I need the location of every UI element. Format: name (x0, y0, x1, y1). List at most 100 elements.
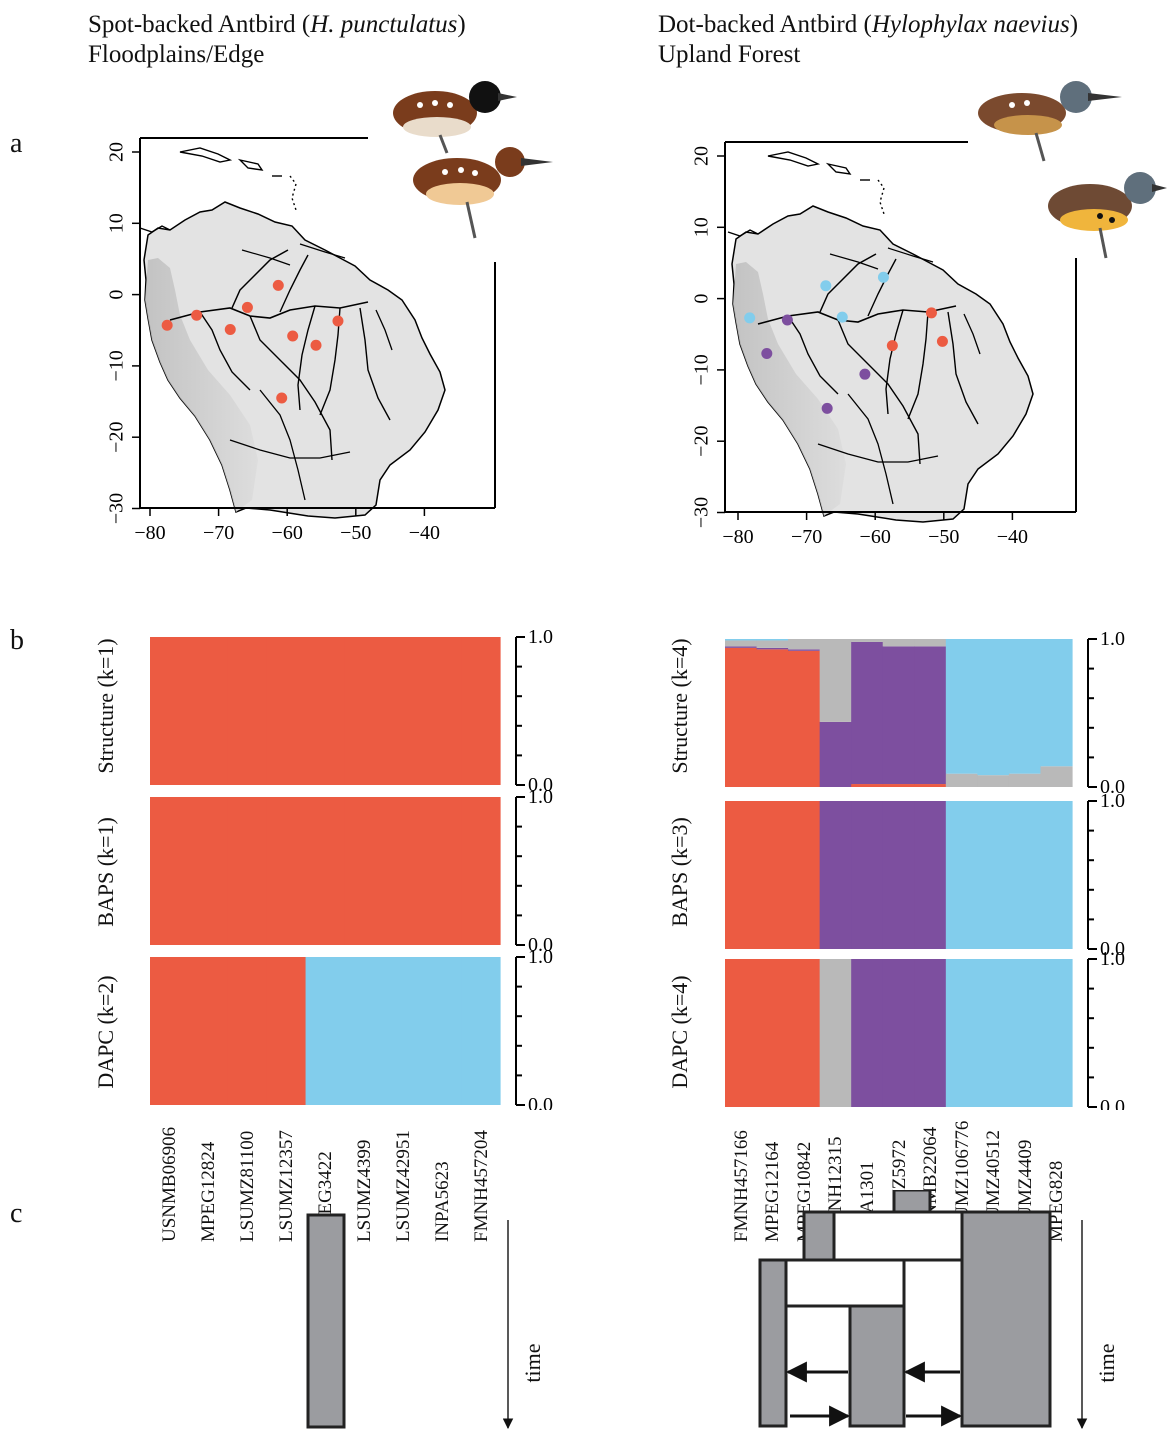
admixture-bar-segment (725, 640, 758, 647)
admixture-bar-segment (266, 797, 307, 945)
admixture-bar-segment (150, 637, 190, 785)
admixture-bar-segment (725, 639, 758, 641)
admixture-bar-segment (945, 639, 978, 774)
admixture-bar-segment (227, 637, 268, 785)
admixture-y-bottom-label: 0.0 (528, 774, 553, 796)
left-map-ytick-label: 10 (106, 213, 128, 233)
right-dapc-label: DAPC (k=4) (667, 975, 692, 1089)
admixture-bar-segment (725, 959, 758, 1107)
admixture-bar-segment (945, 959, 978, 1107)
right-map-sample-point (744, 312, 756, 324)
admixture-bar-segment (882, 784, 915, 787)
admixture-bar-segment (914, 646, 947, 785)
admixture-bar-segment (819, 959, 852, 1107)
admixture-bar-segment (788, 639, 821, 650)
admixture-bar-segment (914, 784, 947, 787)
admixture-y-top-label: 1.0 (528, 786, 553, 808)
admixture-bar-segment (383, 637, 423, 785)
admixture-bar-segment (1008, 801, 1042, 949)
admixture-y-top-label: 1.0 (528, 626, 553, 648)
admixture-bar-segment (945, 801, 978, 949)
admixture-bar-segment (188, 797, 229, 945)
right-map-sample-point (836, 311, 848, 323)
admixture-y-bottom-label: 0.0 (528, 934, 553, 956)
admixture-bar-segment (977, 639, 1010, 776)
left-map-sample-point (332, 315, 344, 327)
admixture-bar-segment (851, 641, 884, 785)
admixture-y-top-label: 1.0 (528, 946, 553, 968)
admixture-bar-segment (882, 959, 915, 1107)
admixture-bar-segment (305, 797, 346, 945)
admixture-bar-segment (945, 773, 978, 787)
left-time-label: time (520, 1343, 545, 1383)
admixture-bar-segment (756, 639, 789, 641)
admixture-bar-segment (756, 959, 789, 1107)
right-map-sample-point (761, 348, 773, 360)
admixture-bar-segment (914, 801, 947, 949)
left-map-ytick-label: 20 (106, 142, 128, 162)
right-map-ytick-label: −30 (691, 497, 713, 528)
right-map: −80 −70 −60 −50 −40 20 10 0 −10 −20 −30 (691, 141, 1077, 548)
admixture-bar-segment (422, 797, 462, 945)
admixture-bar-segment (188, 637, 229, 785)
admixture-bar-segment (1040, 959, 1073, 1107)
admixture-bar-segment (305, 637, 346, 785)
right-map-ytick-label: 20 (691, 146, 713, 166)
left-structure-label: Structure (k=1) (93, 638, 118, 774)
admixture-bar-segment (461, 637, 501, 785)
left-map-sample-point (287, 330, 299, 342)
right-map-sample-point (821, 402, 833, 414)
admixture-bar-segment (227, 797, 268, 945)
right-map-xtick-label: −50 (928, 526, 959, 548)
left-map-sample-point (241, 301, 253, 313)
panel-b-admixture: 1.00.01.00.01.00.01.00.01.00.01.00.0 (150, 626, 1125, 1110)
admixture-bar-segment (1040, 801, 1073, 949)
left-habitat: Floodplains/Edge (88, 41, 265, 68)
admixture-bar-segment (882, 801, 915, 949)
admixture-bar-segment (819, 721, 852, 787)
left-map-xtick-label: −70 (203, 522, 234, 544)
left-map-sample-point (161, 319, 173, 331)
left-baps-label: BAPS (k=1) (93, 817, 118, 927)
admixture-bar-segment (188, 957, 229, 1105)
left-map-ytick-label: −30 (106, 493, 128, 524)
right-map-sample-point (936, 335, 948, 347)
left-map-sample-point (191, 309, 203, 321)
admixture-bar-segment (150, 797, 190, 945)
right-map-xtick-label: −80 (722, 526, 753, 548)
right-structure-label: Structure (k=4) (667, 638, 692, 774)
admixture-bar-segment (725, 646, 758, 648)
admixture-bar-segment (788, 959, 821, 1107)
left-dapc-label: DAPC (k=2) (93, 975, 118, 1089)
left-map-ytick-label: 0 (106, 290, 128, 300)
admixture-bar-segment (882, 639, 915, 647)
right-map-sample-point (886, 340, 898, 352)
admixture-bar-segment (756, 649, 789, 787)
spot-backed-antbird-illustration (393, 81, 553, 239)
admixture-y-top-label: 1.0 (1100, 948, 1125, 970)
admixture-bar-segment (882, 646, 915, 785)
admixture-bar-segment (756, 801, 789, 949)
right-map-ytick-label: 10 (691, 217, 713, 237)
right-map-ytick-label: 0 (691, 294, 713, 304)
left-map-xtick-label: −80 (134, 522, 165, 544)
left-map-ytick-label: −10 (106, 350, 128, 381)
admixture-bar-segment (266, 957, 307, 1105)
right-map-sample-point (820, 280, 832, 292)
admixture-y-top-label: 1.0 (1100, 790, 1125, 812)
right-habitat: Upland Forest (658, 41, 801, 68)
admixture-bar-segment (914, 639, 947, 647)
admixture-bar-segment (819, 801, 852, 949)
admixture-bar-segment (756, 640, 789, 648)
admixture-bar-segment (344, 637, 384, 785)
admixture-bar-segment (461, 957, 501, 1105)
left-title: Spot-backed Antbird (H. punctulatus) (88, 11, 466, 38)
admixture-bar-segment (266, 637, 307, 785)
left-map: −80 −70 −60 −50 −40 20 10 0 −10 −20 −30 (106, 137, 496, 544)
admixture-bar-segment (344, 957, 384, 1105)
admixture-y-bottom-label: 0.0 (528, 1094, 553, 1110)
admixture-bar-segment (383, 797, 423, 945)
right-map-sample-point (781, 314, 793, 326)
right-map-sample-point (877, 271, 889, 283)
